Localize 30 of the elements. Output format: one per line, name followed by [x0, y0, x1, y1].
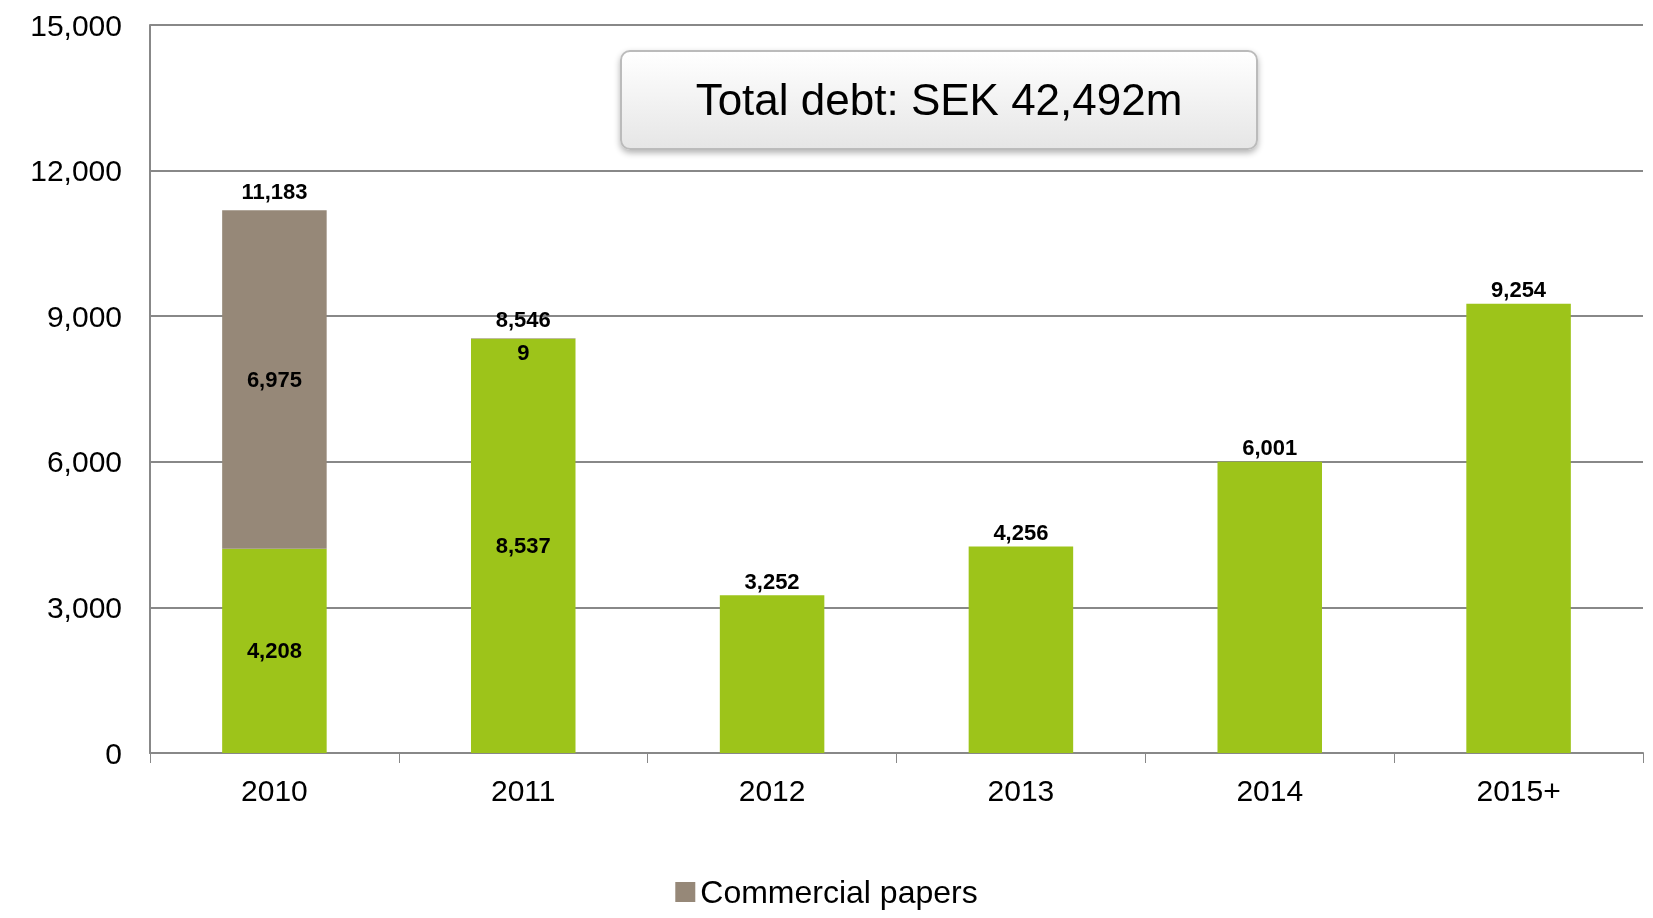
total-label: 11,183 — [241, 178, 308, 204]
data-label: 4,208 — [246, 638, 302, 664]
legend-label: Commercial papers — [700, 874, 978, 910]
x-tick-label: 2011 — [490, 773, 556, 807]
bar — [1466, 303, 1571, 753]
x-tick-label: 2013 — [987, 773, 1055, 807]
x-tick-label: 2010 — [241, 773, 308, 807]
y-tick-label: 9,000 — [46, 299, 122, 333]
data-label: 4,256 — [993, 519, 1049, 545]
y-tick-label: 0 — [105, 736, 122, 770]
bar — [719, 595, 825, 753]
bar — [1217, 461, 1323, 753]
x-tick-label: 2014 — [1236, 773, 1304, 807]
data-label: 9,254 — [1491, 277, 1547, 303]
data-label: 8,537 — [495, 533, 551, 559]
y-tick-label: 12,000 — [30, 154, 122, 188]
bar — [222, 548, 327, 753]
total-label: 8,546 — [495, 306, 551, 332]
bar — [968, 546, 1074, 753]
data-label: 6,975 — [246, 367, 302, 393]
y-tick-label: 15,000 — [30, 8, 122, 42]
data-label: 3,252 — [744, 568, 800, 594]
data-label: 9 — [517, 340, 530, 366]
bar — [471, 338, 576, 753]
x-tick-label: 2012 — [738, 773, 806, 807]
data-label: 6,001 — [1242, 435, 1298, 461]
bar — [222, 210, 327, 549]
y-tick-label: 6,000 — [46, 445, 122, 479]
y-tick-label: 3,000 — [46, 590, 122, 624]
x-tick-label: 2015+ — [1476, 773, 1561, 807]
